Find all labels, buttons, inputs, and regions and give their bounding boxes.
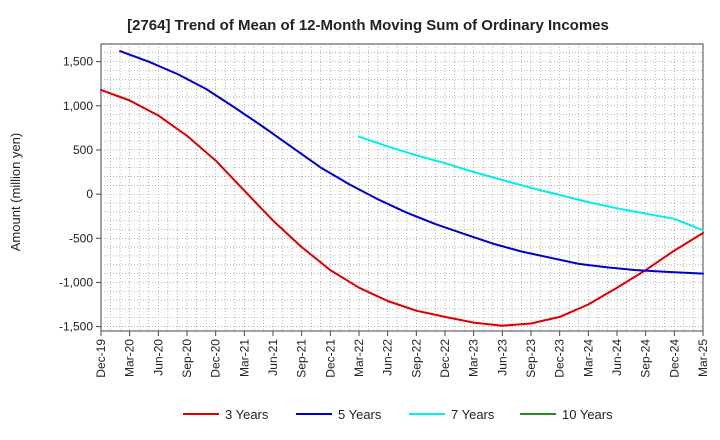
x-tick-label: Mar-24	[581, 339, 595, 377]
x-tick-label: Jun-21	[266, 339, 280, 376]
x-tick-label: Mar-23	[467, 339, 481, 377]
y-tick-label: -1,000	[59, 275, 93, 289]
x-tick-label: Dec-24	[667, 339, 681, 378]
x-tick-label: Sep-20	[180, 339, 194, 378]
y-tick-label: -500	[69, 231, 93, 245]
x-tick-label: Mar-20	[123, 339, 137, 377]
plot-frame	[100, 43, 704, 332]
y-tick-label: 1,000	[63, 99, 93, 113]
y-tick-label: 1,500	[63, 55, 93, 69]
x-tick-label: Jun-22	[381, 339, 395, 376]
x-tick-label: Dec-20	[209, 339, 223, 378]
x-tick-label: Dec-19	[94, 339, 108, 378]
x-tick-label: Mar-21	[237, 339, 251, 377]
x-tick-label: Jun-20	[151, 339, 165, 376]
y-axis: 1,500 1,000 500 0 -500 -1,000 -1,500	[59, 55, 101, 334]
series-line-3-years	[100, 88, 704, 327]
x-tick-label: Mar-22	[352, 339, 366, 377]
x-tick-label: Sep-21	[295, 339, 309, 378]
legend-label: 7 Years	[451, 407, 495, 422]
x-tick-label: Mar-25	[696, 339, 710, 377]
y-axis-label: Amount (million yen)	[8, 133, 23, 252]
x-tick-label: Sep-22	[409, 339, 423, 378]
legend: 3 Years 5 Years 7 Years 10 Years	[183, 407, 613, 422]
legend-label: 5 Years	[338, 407, 382, 422]
y-tick-label: 0	[86, 187, 93, 201]
y-tick-label: 500	[73, 143, 93, 157]
x-tick-label: Dec-22	[438, 339, 452, 378]
series-line-5-years	[119, 50, 704, 275]
y-tick-label: -1,500	[59, 320, 93, 334]
x-tick-label: Jun-24	[610, 339, 624, 376]
x-tick-label: Sep-24	[639, 339, 653, 378]
x-tick-label: Dec-23	[553, 339, 567, 378]
chart-title: [2764] Trend of Mean of 12-Month Moving …	[127, 17, 609, 34]
x-tick-label: Dec-21	[323, 339, 337, 378]
legend-label: 10 Years	[562, 407, 613, 422]
x-tick-label: Sep-23	[524, 339, 538, 378]
plot-area	[100, 43, 704, 332]
x-tick-label: Jun-23	[495, 339, 509, 376]
legend-label: 3 Years	[225, 407, 269, 422]
series-layer	[100, 50, 704, 327]
series-line-7-years	[358, 135, 704, 232]
x-axis: Dec-19 Mar-20 Jun-20 Sep-20 Dec-20 Mar-21 Jun-…	[94, 331, 710, 378]
